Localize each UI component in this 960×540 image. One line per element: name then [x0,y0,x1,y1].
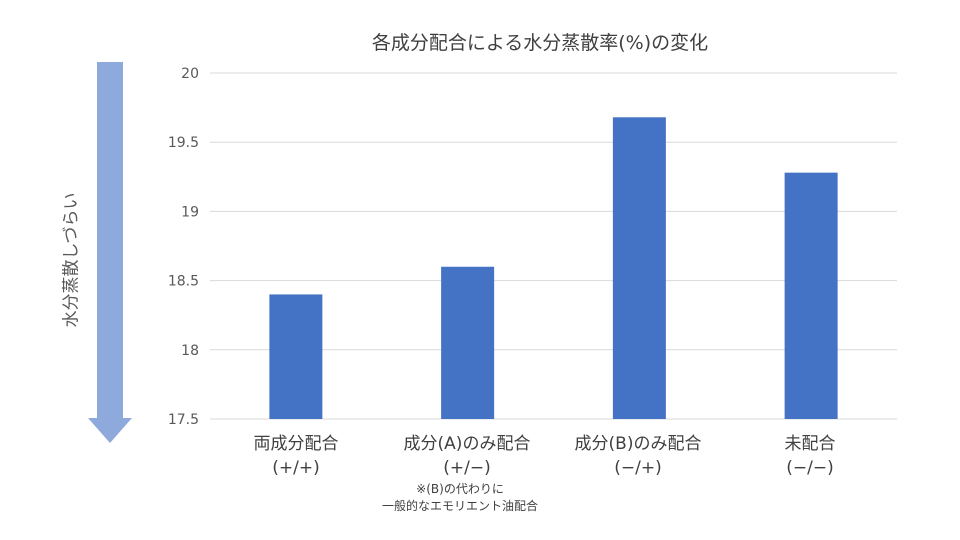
bar-4 [784,172,838,419]
x-tick-label-3-name: 成分(B)のみ配合 [574,434,702,454]
y-tick-label: 19.5 [168,135,199,151]
x-tick-label-1-code: (+/+) [272,458,320,478]
x-tick-label-4-name: 未配合 [784,434,836,454]
y-tick-label: 17.5 [168,412,199,428]
bar-3 [612,117,666,420]
x-tick-label-2-name: 成分(A)のみ配合 [403,434,531,454]
footnote-line-1: ※(B)の代わりに [416,482,504,496]
x-tick-label-3-code: (−/+) [614,458,662,478]
down-arrow-icon [88,62,132,443]
y-axis-label: 水分蒸散しづらい [61,192,82,328]
bar-2 [441,266,495,419]
y-tick-label: 18.5 [168,274,199,290]
x-tick-label-3: 成分(B)のみ配合 (−/+) [553,432,723,480]
y-tick-label: 20 [181,66,199,82]
chart-title: 各成分配合による水分蒸散率(%)の変化 [371,32,709,54]
x-tick-label-2-code: (+/−) [443,458,491,478]
footnote-line-2: 一般的なエモリエント油配合 [381,499,538,513]
y-tick-label: 18 [181,343,199,359]
x-tick-label-1-name: 両成分配合 [253,434,339,454]
bar-1 [269,294,323,419]
x-tick-label-1: 両成分配合 (+/+) [211,432,381,480]
footnote: ※(B)の代わりに 一般的なエモリエント油配合 [360,481,560,515]
y-tick-label: 19 [181,204,199,220]
x-tick-label-4: 未配合 (−/−) [725,432,895,480]
x-tick-label-4-code: (−/−) [786,458,834,478]
x-tick-label-2: 成分(A)のみ配合 (+/−) [382,432,552,480]
